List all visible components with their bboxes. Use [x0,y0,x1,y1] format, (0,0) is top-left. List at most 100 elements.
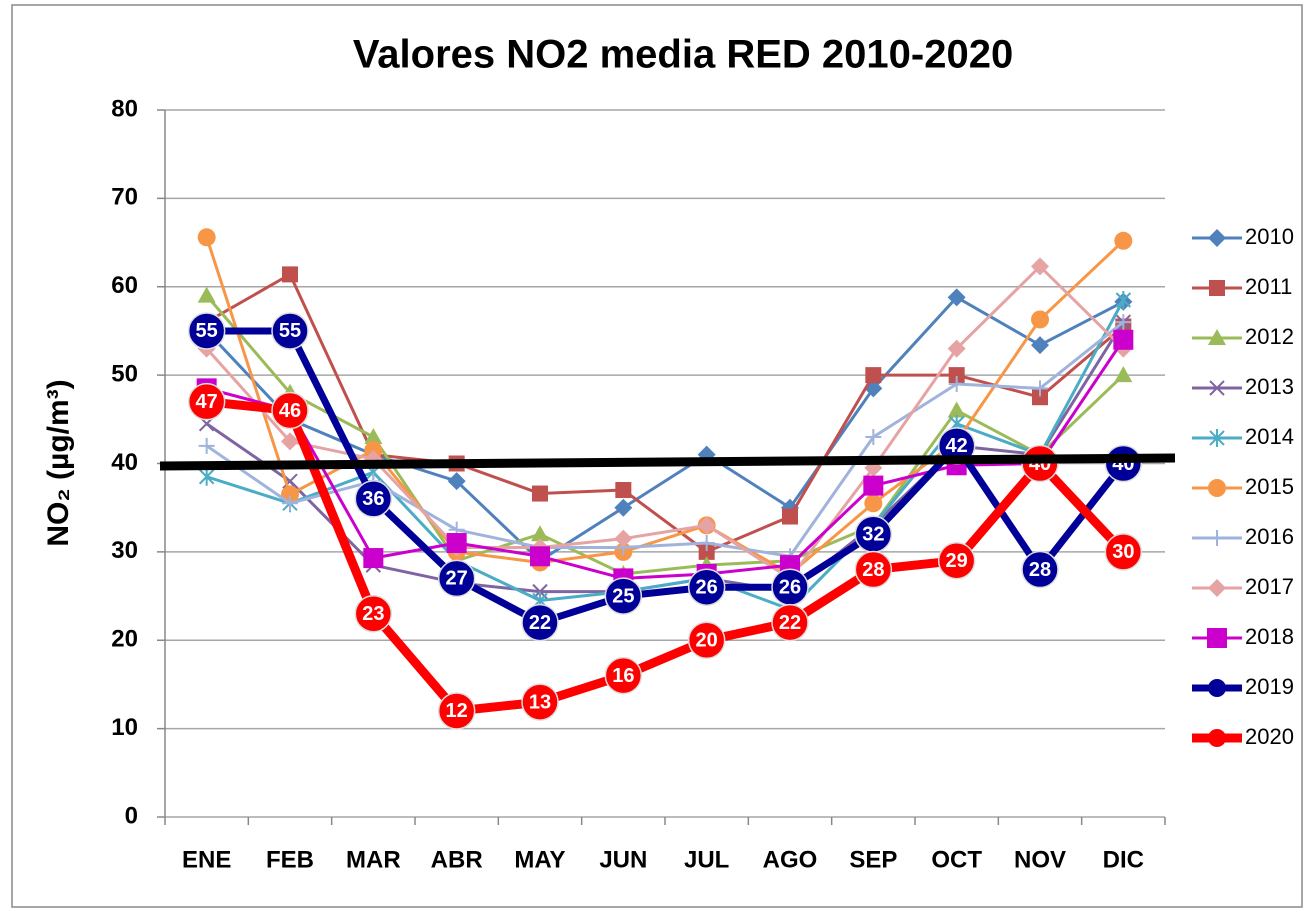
y-tick-label: 70 [111,184,138,211]
data-label: 25 [612,585,634,607]
data-label: 23 [362,603,384,625]
data-label: 16 [612,665,634,687]
point [532,485,548,502]
point [521,603,559,642]
data-label: 20 [696,630,718,652]
x-tick-label: ENE [182,846,231,873]
x-tick-label: JUN [599,846,647,873]
series-line [206,327,1127,627]
point [614,529,633,548]
point [447,472,466,491]
point [947,339,966,358]
series-line [206,397,1127,716]
point [687,621,726,659]
point [271,312,309,350]
point [1031,336,1049,355]
legend-label: 2018 [1245,624,1294,649]
x-tick-label: DIC [1103,846,1144,873]
legend-label: 2013 [1245,374,1294,399]
point [1031,257,1049,276]
data-label: 22 [529,612,551,634]
series-line [205,264,1125,580]
legend-label: 2015 [1245,474,1294,499]
y-tick-label: 0 [125,802,138,829]
legend-marker [1209,380,1225,396]
point [1115,291,1132,310]
data-label: 28 [1029,559,1051,581]
point [604,577,643,615]
point [604,656,643,695]
series-line [205,272,1125,554]
series-line [205,320,1125,558]
x-tick-label: MAR [346,846,401,873]
point [530,546,550,567]
y-tick-label: 60 [111,272,138,299]
point [187,382,226,421]
point [865,367,882,384]
data-label: 26 [779,577,801,599]
point [446,533,467,554]
legend-label: 2020 [1245,724,1294,749]
point [1031,310,1049,329]
point [1032,380,1048,397]
point [1032,389,1048,406]
data-label: 28 [862,559,884,581]
point [521,683,559,721]
legend-label: 2019 [1245,674,1294,699]
x-tick-label: AGO [763,846,818,873]
chart-title: Valores NO2 media RED 2010-2020 [353,33,1013,77]
point [687,568,726,606]
point [531,525,549,542]
point [947,288,966,307]
point [1115,314,1132,331]
point [197,286,216,303]
y-axis-label: NO₂ (µg/m³) [42,379,75,546]
point [354,594,393,633]
data-label: 26 [696,577,718,599]
legend-label: 2010 [1245,224,1294,249]
point [187,312,226,350]
point [948,375,965,392]
data-label: 42 [946,435,968,457]
legend-marker [1209,280,1225,296]
point [854,550,893,589]
data-label: 55 [196,320,218,342]
y-tick-label: 40 [111,449,138,476]
point [198,467,215,486]
series-line [206,299,1125,611]
data-label: 46 [279,400,301,422]
point [948,367,965,384]
x-tick-label: SEP [849,846,897,873]
point [937,541,976,580]
series-line [205,295,1125,563]
legend-label: 2016 [1245,524,1294,549]
legend-marker [1209,429,1225,447]
data-label: 36 [362,488,384,510]
point [698,535,715,552]
legend-label: 2012 [1245,324,1294,349]
legend-marker [1207,628,1227,648]
point [364,427,383,444]
x-tick-label: OCT [931,846,982,873]
legend-marker [1208,229,1226,247]
frame [11,4,1303,908]
point [354,480,393,518]
y-tick-label: 80 [111,95,138,122]
point [197,228,216,247]
point [437,692,476,730]
x-tick-label: JUL [684,846,729,873]
data-label: 13 [529,691,551,713]
y-tick-label: 10 [111,714,138,741]
point [771,603,809,642]
data-label: 30 [1112,541,1134,563]
data-label: 22 [779,612,801,634]
point [363,548,384,569]
x-tick-label: ABR [431,846,483,873]
point [437,559,476,598]
legend-marker [1208,729,1226,747]
point [864,494,883,513]
point [1114,231,1133,250]
x-tick-label: NOV [1014,846,1066,873]
threshold-line [159,453,1176,471]
